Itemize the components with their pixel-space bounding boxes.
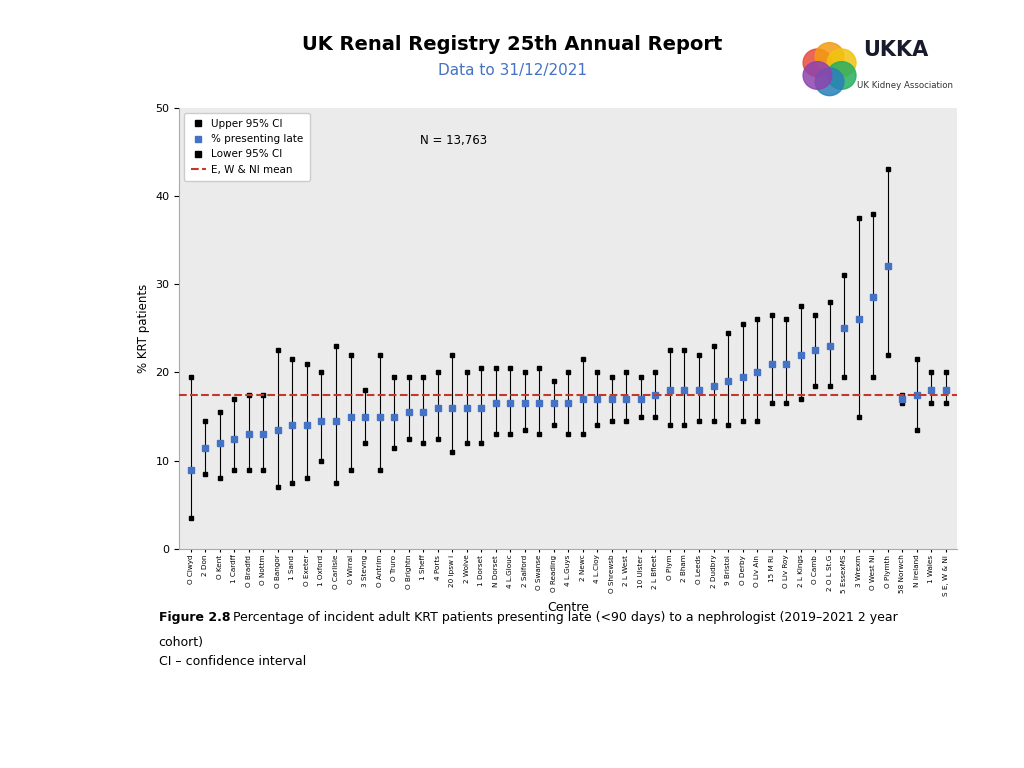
Circle shape (827, 49, 856, 77)
Text: UK Renal Registry 25th Annual Report: UK Renal Registry 25th Annual Report (302, 35, 722, 54)
Circle shape (827, 61, 856, 89)
Y-axis label: % KRT patients: % KRT patients (137, 283, 150, 373)
Legend: Upper 95% CI, % presenting late, Lower 95% CI, E, W & NI mean: Upper 95% CI, % presenting late, Lower 9… (184, 113, 310, 180)
Text: cohort): cohort) (159, 636, 204, 649)
Circle shape (803, 49, 831, 77)
Text: N = 13,763: N = 13,763 (421, 134, 487, 147)
Circle shape (815, 42, 844, 70)
Text: Percentage of incident adult KRT patients presenting late (<90 days) to a nephro: Percentage of incident adult KRT patient… (233, 611, 898, 624)
Text: UK Kidney Association: UK Kidney Association (857, 81, 953, 90)
Text: UKKA: UKKA (863, 40, 929, 61)
Text: Figure 2.8: Figure 2.8 (159, 611, 230, 624)
Circle shape (803, 61, 831, 89)
Text: CI – confidence interval: CI – confidence interval (159, 655, 306, 668)
Circle shape (815, 68, 844, 95)
X-axis label: Centre: Centre (548, 601, 589, 614)
Text: Data to 31/12/2021: Data to 31/12/2021 (437, 63, 587, 78)
